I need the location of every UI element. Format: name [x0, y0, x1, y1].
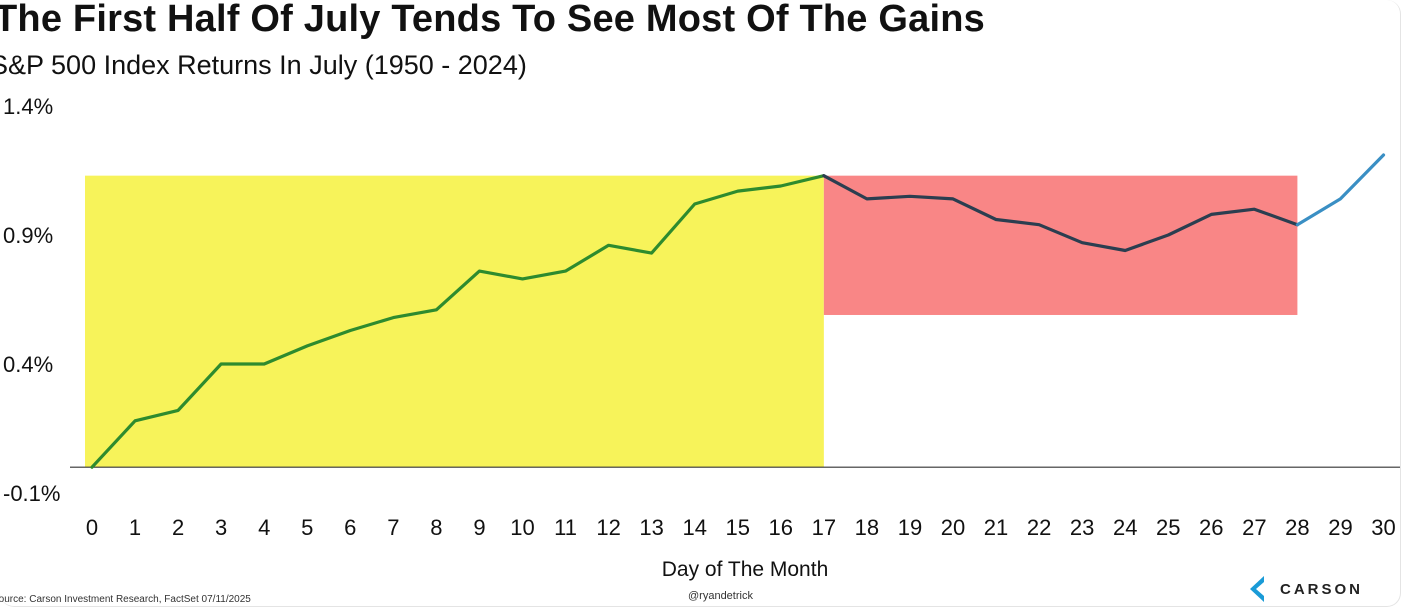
- x-tick-label: 0: [86, 515, 98, 540]
- x-tick-label: 11: [554, 515, 577, 540]
- series-segment-first-half: [90, 174, 826, 469]
- x-tick-label: 17: [812, 515, 836, 540]
- carson-logo: CARSON: [1246, 574, 1363, 604]
- x-tick-label: 10: [510, 515, 534, 540]
- brand-name: CARSON: [1280, 580, 1364, 598]
- y-tick-label: 0.4%: [3, 352, 53, 377]
- x-tick-label: 3: [215, 515, 227, 540]
- x-tick-label: 18: [855, 515, 879, 540]
- x-tick-label: 12: [596, 515, 620, 540]
- y-tick-labels: 1.4% 0.9% 0.4% -0.1%: [3, 94, 60, 506]
- x-tick-label: 4: [258, 515, 270, 540]
- x-tick-label: 20: [941, 515, 965, 540]
- x-tick-label: 29: [1328, 515, 1352, 540]
- x-tick-label: 2: [172, 515, 184, 540]
- carson-logo-icon: [1250, 576, 1264, 602]
- x-tick-label: 9: [473, 515, 485, 540]
- highlight-region-1: [85, 175, 824, 468]
- chart-title: The First Half Of July Tends To See Most…: [0, 0, 985, 40]
- source-note: Source: Carson Investment Research, Fact…: [0, 594, 251, 605]
- chart-subtitle: S&P 500 Index Returns In July (1950 - 20…: [0, 50, 527, 80]
- x-tick-label: 13: [639, 515, 663, 540]
- y-tick-label: -0.1%: [3, 481, 60, 506]
- x-tick-label: 26: [1199, 515, 1223, 540]
- x-tick-label: 28: [1285, 515, 1309, 540]
- x-tick-label: 24: [1113, 515, 1137, 540]
- author-handle: @ryandetrick: [688, 590, 753, 602]
- y-tick-label: 0.9%: [3, 223, 53, 248]
- x-tick-label: 5: [301, 515, 313, 540]
- x-tick-label: 23: [1070, 515, 1094, 540]
- x-tick-label: 7: [387, 515, 399, 540]
- series-segment-middle: [822, 174, 1300, 253]
- highlight-regions: [85, 175, 1298, 468]
- x-tick-label: 30: [1371, 515, 1395, 540]
- series-lines: [90, 153, 1386, 469]
- y-tick-label: 1.4%: [3, 94, 53, 119]
- x-tick-label: 1: [129, 515, 141, 540]
- x-tick-label: 22: [1027, 515, 1051, 540]
- x-tick-label: 25: [1156, 515, 1180, 540]
- x-tick-label: 15: [726, 515, 750, 540]
- x-axis-label: Day of The Month: [662, 558, 829, 581]
- highlight-region-2: [823, 175, 1298, 315]
- x-tick-label: 16: [769, 515, 793, 540]
- x-tick-label: 27: [1242, 515, 1266, 540]
- x-tick-label: 19: [898, 515, 922, 540]
- series-segment-end: [1295, 153, 1386, 227]
- x-tick-label: 14: [682, 515, 706, 540]
- x-tick-label: 21: [984, 515, 1008, 540]
- x-tick-labels: 0 1 2 3 4 5 6 7 8 9 10 11 12 13 14 15 16 17 18 19 20 21 22 23 24…: [86, 515, 1396, 540]
- x-tick-label: 8: [430, 515, 442, 540]
- x-tick-label: 6: [344, 515, 356, 540]
